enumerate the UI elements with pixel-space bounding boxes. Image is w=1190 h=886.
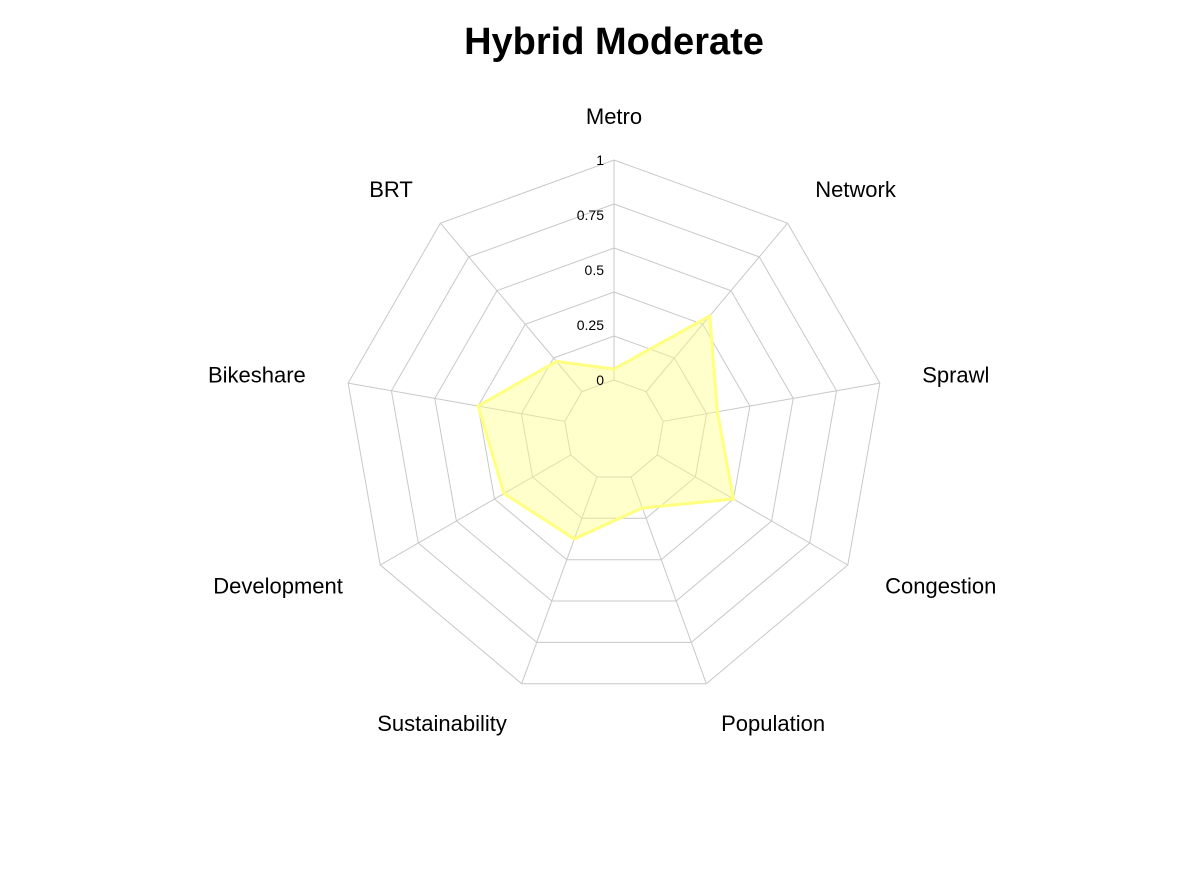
data-point xyxy=(554,359,558,363)
tick-label: 0.5 xyxy=(585,262,605,278)
axis-label: Sustainability xyxy=(377,711,507,736)
chart-title: Hybrid Moderate xyxy=(464,21,764,63)
tick-label: 0.25 xyxy=(577,317,604,333)
axis-label: Congestion xyxy=(885,574,996,599)
grid-ring xyxy=(347,159,881,685)
grid xyxy=(347,159,881,685)
series-polygon xyxy=(476,314,735,541)
axis-label: Development xyxy=(213,574,343,599)
axis-spoke xyxy=(645,222,788,393)
data-point xyxy=(732,497,736,501)
grid-ring xyxy=(564,379,664,478)
data-point xyxy=(572,537,576,541)
axis-spoke xyxy=(663,382,880,422)
tick-label: 0.75 xyxy=(577,207,604,223)
radial-ticks: 0 0.25 0.5 0.75 1 xyxy=(577,152,604,388)
data-point xyxy=(640,506,644,510)
axis-spoke xyxy=(630,476,707,684)
data-point xyxy=(612,367,616,371)
tick-label: 1 xyxy=(596,152,604,168)
axis-spoke xyxy=(348,382,565,422)
axis-label: Bikeshare xyxy=(208,363,306,388)
tick-label: 0 xyxy=(596,372,604,388)
axis-label: Network xyxy=(815,177,897,202)
data-point xyxy=(708,314,712,318)
axis-label: BRT xyxy=(369,177,413,202)
data-point xyxy=(502,492,506,495)
axis-spoke xyxy=(379,454,571,566)
grid-ring xyxy=(390,203,838,643)
grid-ring xyxy=(520,335,708,519)
grid-ring xyxy=(477,291,751,561)
axis-spoke xyxy=(521,476,598,684)
axis-label: Sprawl xyxy=(922,363,989,388)
axis-label: Population xyxy=(721,711,825,736)
data-point xyxy=(476,404,480,408)
axis-spoke xyxy=(657,454,849,566)
axis-labels: Metro Network Sprawl Congestion Population Su… xyxy=(208,104,996,736)
data-point xyxy=(715,410,719,414)
axis-label: Metro xyxy=(586,104,642,129)
grid-ring xyxy=(434,247,794,602)
axis-spoke xyxy=(440,222,583,393)
series-layer xyxy=(476,314,736,541)
